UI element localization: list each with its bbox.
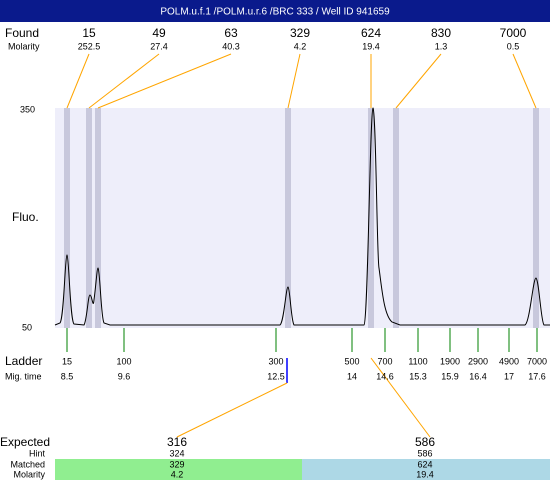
ladder-size: 1100 xyxy=(408,356,427,366)
connector xyxy=(88,53,160,109)
found-molarity: 252.5 xyxy=(78,41,101,51)
found-molarity: 0.5 xyxy=(507,41,520,51)
molarity-label: Molarity xyxy=(13,469,45,479)
hint: 586 xyxy=(417,448,432,458)
trace xyxy=(54,107,550,326)
ladder-size: 300 xyxy=(268,356,283,366)
found-molarity: 19.4 xyxy=(362,41,380,51)
found-molarity: 40.3 xyxy=(222,41,240,51)
mig-time: 16.4 xyxy=(469,371,487,381)
peak-band xyxy=(86,108,92,328)
mig-time: 8.5 xyxy=(61,371,74,381)
mig-time: 14 xyxy=(347,371,357,381)
ladder-label: Ladder xyxy=(5,354,42,368)
axis-label: Fluo. xyxy=(12,210,39,224)
found-label: Found xyxy=(5,26,39,40)
ladder-size: 7000 xyxy=(527,356,547,366)
matched: 329 xyxy=(169,459,184,469)
axis-top: 350 xyxy=(20,104,35,114)
connector xyxy=(97,53,232,109)
matched-bar xyxy=(55,459,302,480)
ladder-size: 2900 xyxy=(468,356,488,366)
mig-time: 12.5 xyxy=(267,371,285,381)
molarity-label: Molarity xyxy=(8,41,40,51)
peak-band xyxy=(368,108,374,328)
connector xyxy=(176,382,288,438)
ladder-size: 1900 xyxy=(440,356,460,366)
mig-time: 14.6 xyxy=(376,371,394,381)
ladder-size: 15 xyxy=(62,356,72,366)
matched-label: Matched xyxy=(10,459,45,469)
found-size: 830 xyxy=(431,26,451,40)
connector xyxy=(66,53,90,109)
connector xyxy=(287,53,301,109)
found-size: 63 xyxy=(224,26,238,40)
connector xyxy=(370,357,431,438)
header-bar xyxy=(0,0,550,22)
found-size: 624 xyxy=(361,26,381,40)
peak-band xyxy=(95,108,101,328)
found-molarity: 4.2 xyxy=(294,41,307,51)
connector xyxy=(512,53,537,109)
molarity: 19.4 xyxy=(416,469,434,479)
expected-size: 586 xyxy=(415,435,435,449)
ladder-size: 700 xyxy=(377,356,392,366)
found-molarity: 27.4 xyxy=(150,41,168,51)
hint: 324 xyxy=(169,448,184,458)
peak-band xyxy=(393,108,399,328)
mig-time-label: Mig. time xyxy=(5,371,42,381)
found-molarity: 1.3 xyxy=(435,41,448,51)
mig-time: 15.3 xyxy=(409,371,427,381)
peak-band xyxy=(533,108,539,328)
mig-time: 15.9 xyxy=(441,371,459,381)
ladder-size: 500 xyxy=(344,356,359,366)
header-title: POLM.u.f.1 /POLM.u.r.6 /BRC 333 / Well I… xyxy=(160,7,390,18)
mig-time: 17 xyxy=(504,371,514,381)
axis-bottom: 50 xyxy=(22,322,32,332)
ladder-size: 100 xyxy=(116,356,131,366)
found-size: 329 xyxy=(290,26,310,40)
peak-band xyxy=(285,108,291,328)
matched: 624 xyxy=(417,459,432,469)
ladder-size: 4900 xyxy=(499,356,519,366)
peak-band xyxy=(64,108,70,328)
found-size: 49 xyxy=(152,26,166,40)
matched-bar xyxy=(302,459,550,480)
hint-label: Hint xyxy=(29,448,46,458)
expected-size: 316 xyxy=(167,435,187,449)
mig-time: 9.6 xyxy=(118,371,131,381)
connector xyxy=(395,53,442,109)
plot-area xyxy=(55,108,550,328)
molarity: 4.2 xyxy=(171,469,184,479)
found-size: 15 xyxy=(82,26,96,40)
mig-time: 17.6 xyxy=(528,371,546,381)
found-size: 7000 xyxy=(500,26,527,40)
expected-label: Expected xyxy=(0,435,50,449)
